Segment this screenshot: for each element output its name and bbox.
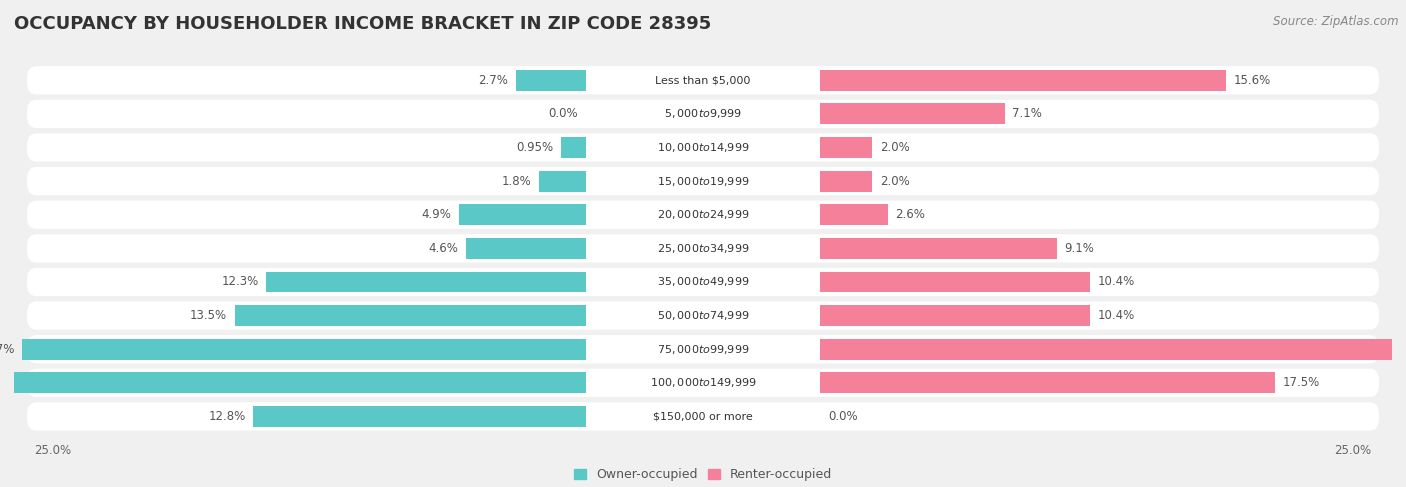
Bar bbox=[820, 339, 1406, 359]
Text: 2.0%: 2.0% bbox=[880, 175, 910, 187]
Text: 2.7%: 2.7% bbox=[478, 74, 508, 87]
Bar bbox=[0, 373, 586, 393]
FancyBboxPatch shape bbox=[586, 238, 820, 259]
Text: $10,000 to $14,999: $10,000 to $14,999 bbox=[657, 141, 749, 154]
FancyBboxPatch shape bbox=[27, 301, 1379, 330]
FancyBboxPatch shape bbox=[586, 171, 820, 191]
FancyBboxPatch shape bbox=[27, 100, 1379, 128]
Bar bbox=[561, 137, 586, 158]
Text: 10.4%: 10.4% bbox=[1098, 276, 1136, 288]
FancyBboxPatch shape bbox=[27, 268, 1379, 296]
Text: Less than $5,000: Less than $5,000 bbox=[655, 75, 751, 85]
Text: 17.5%: 17.5% bbox=[1282, 376, 1320, 389]
Text: $100,000 to $149,999: $100,000 to $149,999 bbox=[650, 376, 756, 389]
Bar bbox=[266, 272, 586, 292]
FancyBboxPatch shape bbox=[27, 167, 1379, 195]
Bar bbox=[467, 238, 586, 259]
Text: $35,000 to $49,999: $35,000 to $49,999 bbox=[657, 276, 749, 288]
Text: OCCUPANCY BY HOUSEHOLDER INCOME BRACKET IN ZIP CODE 28395: OCCUPANCY BY HOUSEHOLDER INCOME BRACKET … bbox=[14, 15, 711, 33]
Bar bbox=[820, 373, 1275, 393]
Bar bbox=[820, 171, 872, 191]
Bar bbox=[820, 205, 887, 225]
FancyBboxPatch shape bbox=[27, 402, 1379, 431]
FancyBboxPatch shape bbox=[27, 66, 1379, 94]
Bar bbox=[253, 406, 586, 427]
FancyBboxPatch shape bbox=[586, 406, 820, 427]
FancyBboxPatch shape bbox=[27, 369, 1379, 397]
FancyBboxPatch shape bbox=[586, 339, 820, 359]
Bar bbox=[820, 103, 1004, 124]
Text: 21.7%: 21.7% bbox=[0, 343, 14, 356]
Text: 1.8%: 1.8% bbox=[502, 175, 531, 187]
FancyBboxPatch shape bbox=[27, 133, 1379, 162]
Text: $150,000 or more: $150,000 or more bbox=[654, 412, 752, 421]
Text: $5,000 to $9,999: $5,000 to $9,999 bbox=[664, 108, 742, 120]
Bar bbox=[458, 205, 586, 225]
Bar bbox=[540, 171, 586, 191]
Text: 0.0%: 0.0% bbox=[548, 108, 578, 120]
FancyBboxPatch shape bbox=[586, 137, 820, 158]
Bar bbox=[22, 339, 586, 359]
Text: $25,000 to $34,999: $25,000 to $34,999 bbox=[657, 242, 749, 255]
Text: $15,000 to $19,999: $15,000 to $19,999 bbox=[657, 175, 749, 187]
Text: 0.95%: 0.95% bbox=[516, 141, 554, 154]
Text: 12.8%: 12.8% bbox=[208, 410, 246, 423]
Text: Source: ZipAtlas.com: Source: ZipAtlas.com bbox=[1274, 15, 1399, 28]
Bar bbox=[235, 305, 586, 326]
Text: 4.6%: 4.6% bbox=[429, 242, 458, 255]
Bar bbox=[820, 137, 872, 158]
Legend: Owner-occupied, Renter-occupied: Owner-occupied, Renter-occupied bbox=[574, 468, 832, 482]
Text: 0.0%: 0.0% bbox=[828, 410, 858, 423]
FancyBboxPatch shape bbox=[586, 373, 820, 393]
Text: 2.6%: 2.6% bbox=[896, 208, 925, 221]
Text: 2.0%: 2.0% bbox=[880, 141, 910, 154]
Text: $75,000 to $99,999: $75,000 to $99,999 bbox=[657, 343, 749, 356]
Text: 10.4%: 10.4% bbox=[1098, 309, 1136, 322]
Text: 15.6%: 15.6% bbox=[1233, 74, 1271, 87]
Text: $20,000 to $24,999: $20,000 to $24,999 bbox=[657, 208, 749, 221]
FancyBboxPatch shape bbox=[586, 205, 820, 225]
Bar bbox=[820, 238, 1056, 259]
Bar bbox=[820, 305, 1091, 326]
FancyBboxPatch shape bbox=[586, 272, 820, 292]
Text: 9.1%: 9.1% bbox=[1064, 242, 1094, 255]
Text: $50,000 to $74,999: $50,000 to $74,999 bbox=[657, 309, 749, 322]
FancyBboxPatch shape bbox=[27, 201, 1379, 229]
Text: 7.1%: 7.1% bbox=[1012, 108, 1042, 120]
FancyBboxPatch shape bbox=[27, 335, 1379, 363]
FancyBboxPatch shape bbox=[586, 103, 820, 124]
Bar bbox=[820, 70, 1226, 91]
Bar bbox=[820, 272, 1091, 292]
Text: 13.5%: 13.5% bbox=[190, 309, 228, 322]
FancyBboxPatch shape bbox=[27, 234, 1379, 262]
FancyBboxPatch shape bbox=[586, 70, 820, 91]
Bar bbox=[516, 70, 586, 91]
Text: 12.3%: 12.3% bbox=[221, 276, 259, 288]
FancyBboxPatch shape bbox=[586, 305, 820, 326]
Text: 4.9%: 4.9% bbox=[420, 208, 451, 221]
